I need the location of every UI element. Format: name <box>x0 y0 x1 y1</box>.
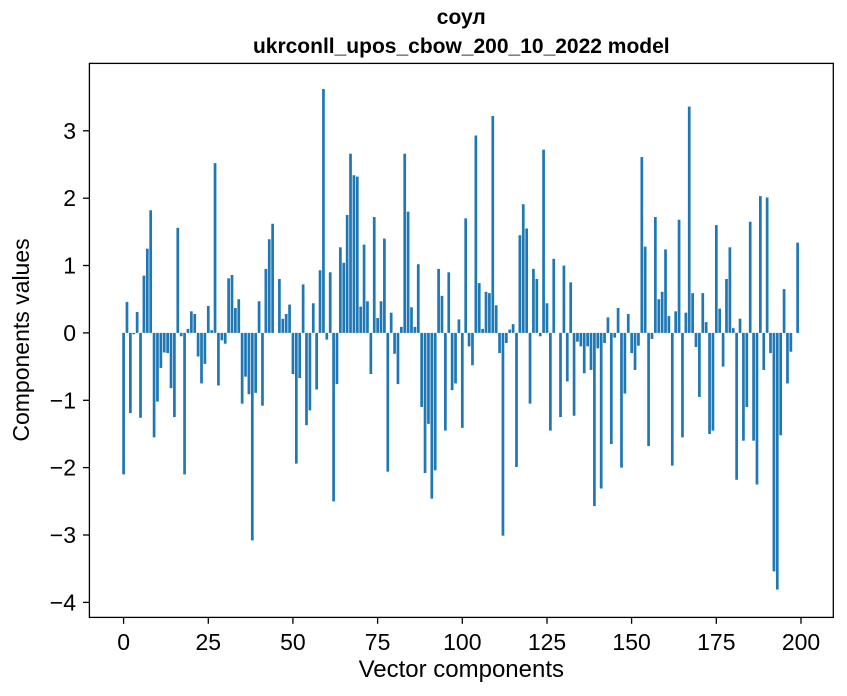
svg-text:125: 125 <box>528 629 566 655</box>
svg-text:175: 175 <box>697 629 735 655</box>
svg-text:150: 150 <box>612 629 650 655</box>
svg-text:25: 25 <box>196 629 222 655</box>
svg-text:ukrconll_upos_cbow_200_10_2022: ukrconll_upos_cbow_200_10_2022 model <box>253 35 670 58</box>
svg-text:75: 75 <box>365 629 391 655</box>
svg-text:3: 3 <box>63 118 76 144</box>
svg-text:−4: −4 <box>50 589 76 615</box>
svg-text:2: 2 <box>63 185 76 211</box>
svg-text:0: 0 <box>117 629 130 655</box>
svg-text:0: 0 <box>63 320 76 346</box>
svg-text:50: 50 <box>280 629 306 655</box>
svg-text:Components values: Components values <box>8 238 34 441</box>
svg-text:соул: соул <box>437 6 486 29</box>
svg-text:−3: −3 <box>50 522 76 548</box>
svg-text:1: 1 <box>63 253 76 279</box>
svg-text:100: 100 <box>443 629 481 655</box>
svg-text:−1: −1 <box>50 387 76 413</box>
svg-text:Vector components: Vector components <box>359 656 564 683</box>
svg-text:−2: −2 <box>50 455 76 481</box>
svg-text:200: 200 <box>782 629 820 655</box>
